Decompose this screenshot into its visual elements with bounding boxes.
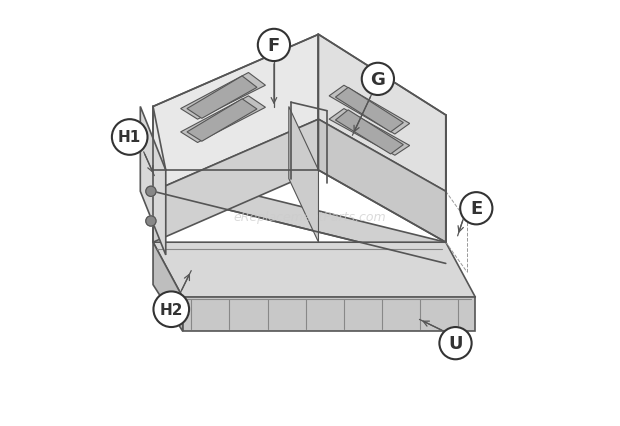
Polygon shape <box>187 100 257 142</box>
Polygon shape <box>329 86 410 135</box>
Polygon shape <box>153 171 446 264</box>
Polygon shape <box>153 243 183 331</box>
Polygon shape <box>180 97 265 143</box>
Circle shape <box>154 292 189 327</box>
Text: G: G <box>370 71 385 89</box>
Polygon shape <box>319 35 446 192</box>
Polygon shape <box>153 120 319 243</box>
Circle shape <box>361 63 394 96</box>
Polygon shape <box>140 107 166 255</box>
Polygon shape <box>153 35 319 192</box>
Polygon shape <box>335 111 404 155</box>
Text: H1: H1 <box>118 130 141 145</box>
Text: F: F <box>268 37 280 55</box>
Polygon shape <box>319 120 446 243</box>
Polygon shape <box>180 73 265 120</box>
Circle shape <box>112 120 148 155</box>
Text: U: U <box>448 334 463 352</box>
Circle shape <box>146 187 156 197</box>
Polygon shape <box>183 298 476 331</box>
Polygon shape <box>187 77 257 119</box>
Polygon shape <box>153 243 476 298</box>
Polygon shape <box>335 88 404 132</box>
Circle shape <box>146 216 156 227</box>
Polygon shape <box>289 107 319 243</box>
Polygon shape <box>329 109 410 156</box>
Text: eReplacementParts.com: eReplacementParts.com <box>234 211 386 224</box>
Circle shape <box>460 193 492 225</box>
Text: H2: H2 <box>159 302 183 317</box>
Text: E: E <box>470 200 482 218</box>
Circle shape <box>258 30 290 62</box>
Circle shape <box>440 327 472 360</box>
